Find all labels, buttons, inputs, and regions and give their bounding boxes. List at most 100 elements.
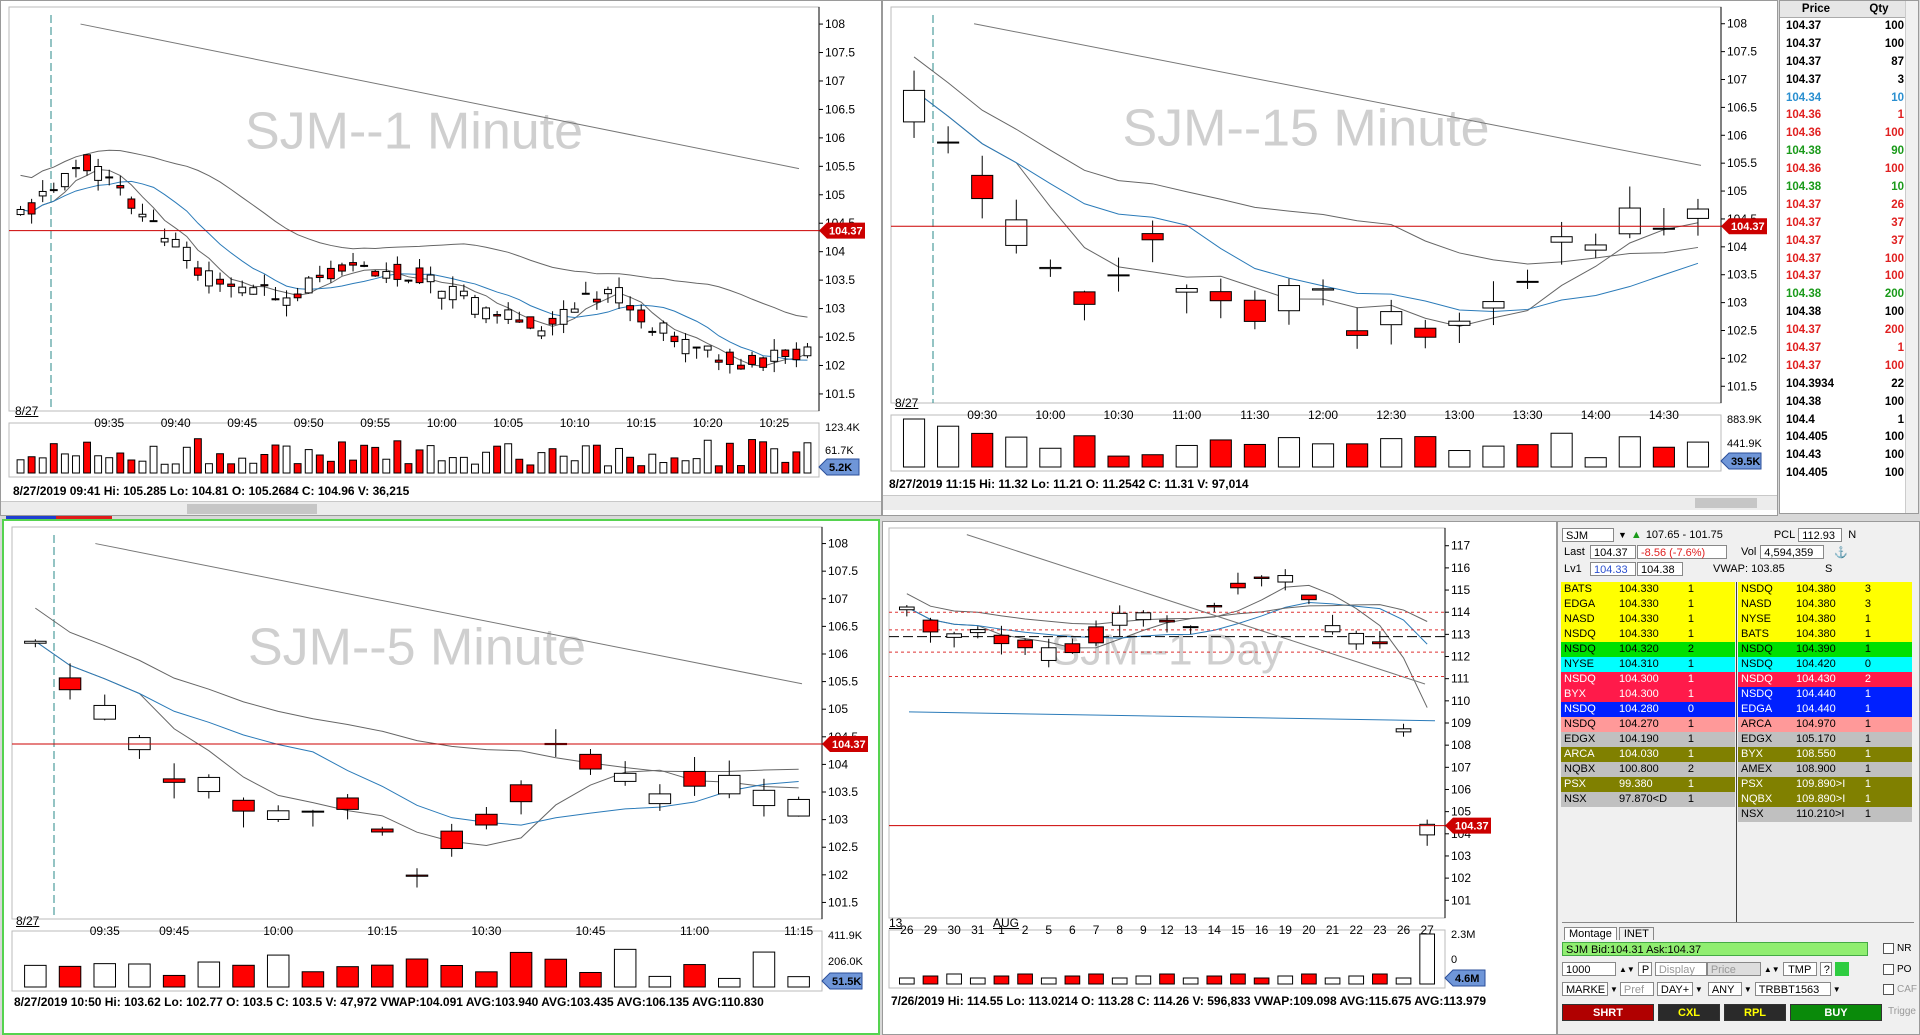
tab-inet[interactable]: INET	[1618, 927, 1654, 940]
symbol-input[interactable]: SJM	[1562, 528, 1614, 542]
pref-input[interactable]: Pref	[1619, 982, 1654, 996]
replace-button[interactable]: RPL	[1724, 1004, 1786, 1021]
refresh-icon[interactable]	[1834, 962, 1849, 976]
cancel-button[interactable]: CXL	[1658, 1004, 1720, 1021]
y-tick-label: 103	[825, 302, 845, 316]
bid-px: 104.280	[1619, 703, 1659, 715]
pcl-value: 112.93	[1798, 528, 1843, 542]
date-tag[interactable]: 8/27	[16, 914, 40, 928]
bid-quote-row[interactable]: NSDQ 104.300 1	[1561, 672, 1735, 687]
bid-quote-row[interactable]: NSX 97.870<D 1	[1561, 792, 1735, 807]
tab-montage[interactable]: Montage	[1564, 927, 1617, 940]
bid-sz: 1	[1687, 748, 1694, 760]
volume-bar	[426, 445, 435, 474]
bid-quote-row[interactable]: NYSE 104.310 1	[1561, 657, 1735, 672]
chevron-down-icon[interactable]: ▼	[1610, 984, 1618, 994]
chevron-down-icon[interactable]: ▼	[1743, 984, 1752, 994]
ask-quote-row[interactable]: NSDQ 104.380 3	[1738, 582, 1912, 597]
x-tick-label: 10:10	[560, 416, 590, 430]
volume-bar	[803, 442, 812, 474]
ask-quote-row[interactable]: NYSE 104.380 1	[1738, 612, 1912, 627]
montage-window[interactable]: SJM ▼ ▲ 107.65 - 101.75 PCL 112.93 N Las…	[1557, 521, 1920, 1035]
bid-quote-row[interactable]: NQBX 100.800 2	[1561, 762, 1735, 777]
trigger-field[interactable]: Trigge	[1888, 1006, 1916, 1017]
vertical-scrollbar[interactable]	[1905, 1, 1918, 513]
ask-quote-row[interactable]: EDGA 104.440 1	[1738, 702, 1912, 717]
horizontal-scrollbar[interactable]	[1, 501, 881, 515]
x-tick-label: 10:30	[1104, 408, 1134, 422]
volume-bar	[371, 964, 394, 988]
bid-quote-row[interactable]: PSX 99.380 1	[1561, 777, 1735, 792]
bid-quote-row[interactable]: EDGX 104.190 1	[1561, 732, 1735, 747]
help-button[interactable]: ?	[1819, 962, 1832, 976]
bid-quote-row[interactable]: BYX 104.300 1	[1561, 687, 1735, 702]
ask-quote-row[interactable]: AMEX 108.900 1	[1738, 762, 1912, 777]
volume-bar	[160, 463, 169, 474]
short-button[interactable]: SHRT	[1562, 1004, 1654, 1021]
horizontal-scrollbar[interactable]	[883, 495, 1777, 510]
date-tag[interactable]: 8/27	[895, 396, 919, 410]
price-column-header[interactable]: Price	[1801, 3, 1831, 15]
chart-svg-1min[interactable]: SJM--1 Minute 108 107.5 107 106.5 106 105.5 105…	[1, 1, 881, 515]
date-tag[interactable]: 8/27	[15, 404, 39, 418]
link-icon[interactable]: ⚓	[1834, 546, 1848, 559]
quantity-input[interactable]: 1000	[1562, 962, 1616, 976]
chevron-down-icon[interactable]: ▼	[1832, 984, 1841, 994]
buy-button[interactable]: BUY	[1790, 1004, 1882, 1021]
po-checkbox[interactable]: PO	[1883, 964, 1911, 975]
peg-p-button[interactable]: P	[1637, 962, 1652, 976]
ask-quote-row[interactable]: NSX 110.210>I 1	[1738, 807, 1912, 822]
date-tag[interactable]: 13	[889, 916, 903, 930]
volume-bar	[703, 439, 712, 474]
x-tick-label: 13:00	[1444, 408, 1474, 422]
chart-panel-1min[interactable]: SJM--1 Minute 108 107.5 107 106.5 106 105.5 105…	[0, 0, 882, 516]
bid-quote-row[interactable]: NASD 104.330 1	[1561, 612, 1735, 627]
trade-row: 104.37 37	[1780, 215, 1918, 233]
ask-quote-row[interactable]: BYX 108.550 1	[1738, 747, 1912, 762]
route-any-select[interactable]: ANY	[1707, 982, 1742, 996]
bid-quote-row[interactable]: BATS 104.330 1	[1561, 582, 1735, 597]
nr-checkbox[interactable]: NR	[1883, 943, 1911, 954]
bid-quote-row[interactable]: ARCA 104.030 1	[1561, 747, 1735, 762]
chart-svg-5min[interactable]: SJM--5 Minute 108 107.5 107 106.5 106 105.5 105…	[4, 521, 878, 1033]
chevron-down-icon[interactable]: ▼	[1618, 530, 1627, 540]
route-select[interactable]: TRBBT1563	[1754, 982, 1831, 996]
ask-quote-row[interactable]: NSDQ 104.420 0	[1738, 657, 1912, 672]
chart-panel-15min[interactable]: SJM--15 Minute 108 107.5 107 106.5 106 105.5 10…	[882, 0, 1778, 516]
ask-quote-row[interactable]: NQBX 109.890>I 1	[1738, 792, 1912, 807]
ask-quote-row[interactable]: PSX 109.890>I 1	[1738, 777, 1912, 792]
ask-quote-row[interactable]: BATS 104.380 1	[1738, 627, 1912, 642]
ask-quote-row[interactable]: EDGX 105.170 1	[1738, 732, 1912, 747]
bid-quote-row[interactable]: NSDQ 104.280 0	[1561, 702, 1735, 717]
candle-body	[493, 314, 502, 317]
ask-quote-row[interactable]: NSDQ 104.390 1	[1738, 642, 1912, 657]
chart-svg-1day[interactable]: SJM--1 Day117116115114113112111110109108…	[883, 522, 1556, 1034]
chevron-down-icon[interactable]: ▼	[1694, 984, 1703, 994]
bid-quote-row[interactable]: NSDQ 104.270 1	[1561, 717, 1735, 732]
tif-select[interactable]: DAY+	[1656, 982, 1693, 996]
x-tick-label: 23	[1373, 923, 1387, 937]
tmp-button[interactable]: TMP	[1782, 962, 1817, 976]
time-and-sales[interactable]: Price Qty 104.37 100 104.37 100 104.37 87 104.…	[1779, 0, 1919, 514]
candle-body	[371, 270, 380, 277]
caf-field[interactable]: CAF	[1883, 984, 1917, 995]
bar-info: 8/27/2019 10:50 Hi: 103.62 Lo: 102.77 O:…	[14, 995, 764, 1009]
qty-column-header[interactable]: Qty	[1869, 3, 1889, 15]
ask-quote-row[interactable]: ARCA 104.970 1	[1738, 717, 1912, 732]
price-input[interactable]: Price	[1706, 962, 1761, 976]
chart-svg-15min[interactable]: SJM--15 Minute 108 107.5 107 106.5 106 105.5 10…	[883, 1, 1777, 515]
quantity-stepper[interactable]: ▲▼	[1619, 964, 1635, 974]
bid-quote-row[interactable]: EDGA 104.330 1	[1561, 597, 1735, 612]
price-stepper[interactable]: ▲▼	[1763, 964, 1780, 974]
volume-bar	[260, 453, 269, 474]
y-tick-label: 109	[1451, 716, 1471, 730]
bid-quote-row[interactable]: NSDQ 104.320 2	[1561, 642, 1735, 657]
chart-panel-1day[interactable]: SJM--1 Day 117 116 115 114 113 112 111 110 109 108…	[882, 521, 1557, 1035]
ask-quote-row[interactable]: NASD 104.380 3	[1738, 597, 1912, 612]
ask-quote-row[interactable]: NSDQ 104.440 1	[1738, 687, 1912, 702]
display-input[interactable]: Display	[1654, 962, 1707, 976]
chart-panel-5min[interactable]: SJM--5 Minute 108 107.5 107 106.5 106 105.5 105…	[2, 519, 880, 1035]
bid-quote-row[interactable]: NSDQ 104.330 1	[1561, 627, 1735, 642]
ask-quote-row[interactable]: NSDQ 104.430 2	[1738, 672, 1912, 687]
order-type-select[interactable]: MARKE	[1562, 982, 1608, 996]
